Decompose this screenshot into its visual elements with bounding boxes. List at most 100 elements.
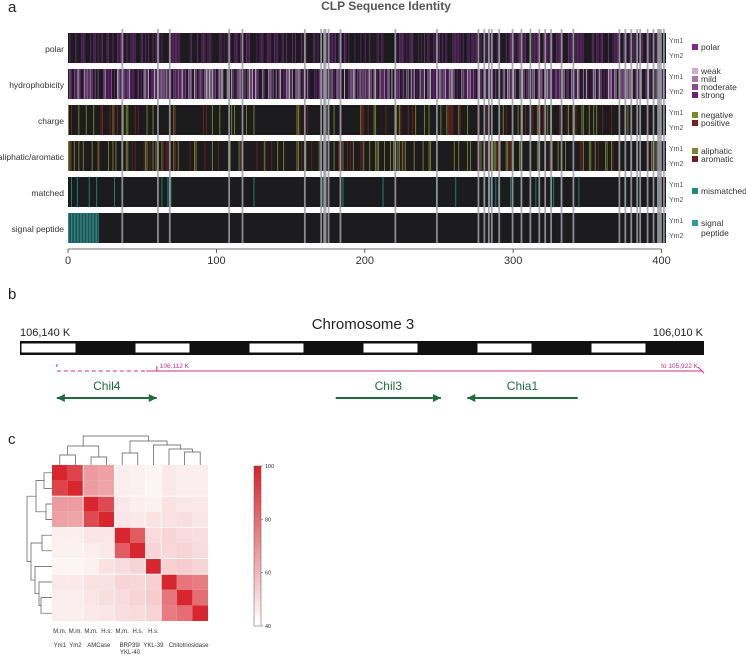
top-dendrogram-branch	[90, 456, 107, 465]
residue-mark	[344, 33, 345, 63]
chromosome-band	[363, 343, 418, 353]
legend-label-signal: peptide	[701, 228, 729, 238]
residue-mark	[473, 33, 474, 63]
residue-mark	[76, 213, 78, 243]
residue-mark	[300, 141, 302, 171]
heatmap-cell	[67, 511, 84, 528]
residue-mark	[97, 141, 99, 171]
residue-mark	[247, 69, 249, 99]
residue-mark	[398, 105, 400, 135]
heatmap-cell	[145, 527, 162, 543]
residue-mark	[189, 141, 191, 171]
residue-mark	[73, 213, 75, 243]
residue-mark	[548, 33, 550, 63]
residue-mark	[375, 69, 377, 99]
residue-mark	[219, 105, 221, 135]
legend-swatch-aromatic	[692, 156, 698, 162]
residue-mark	[85, 105, 87, 135]
left-dendrogram-branch	[26, 495, 36, 562]
gap-column	[538, 29, 541, 243]
residue-mark	[306, 105, 308, 135]
residue-mark	[430, 69, 431, 99]
residue-mark	[578, 69, 580, 99]
legend-label-aromatic: aromatic	[701, 154, 734, 164]
heatmap-cell	[130, 589, 146, 606]
residue-mark	[465, 69, 467, 99]
residue-mark	[486, 105, 488, 135]
residue-mark	[191, 69, 193, 99]
residue-mark	[105, 69, 106, 99]
residue-mark	[609, 69, 611, 99]
residue-mark	[364, 33, 366, 63]
residue-mark	[539, 105, 541, 135]
x-tick-label: 100	[207, 255, 225, 267]
x-tick-label: 0	[65, 255, 71, 267]
residue-mark	[593, 33, 595, 63]
residue-mark	[203, 105, 204, 135]
heatmap-cell	[145, 511, 162, 528]
residue-mark	[90, 33, 92, 63]
residue-mark	[97, 69, 99, 99]
residue-mark	[397, 141, 399, 171]
residue-mark	[75, 213, 77, 243]
gap-column	[241, 29, 244, 243]
sublabel-ym2: Ym2	[669, 197, 684, 204]
residue-mark	[137, 105, 139, 135]
residue-mark	[661, 69, 663, 99]
scale-step	[254, 622, 261, 627]
residue-mark	[122, 33, 124, 63]
residue-mark	[655, 69, 657, 99]
residue-mark	[81, 213, 83, 243]
residue-mark	[338, 141, 339, 171]
residue-mark	[348, 69, 350, 99]
group-label: Chitotriosidase	[169, 643, 209, 649]
residue-mark	[143, 69, 145, 99]
residue-mark	[579, 141, 581, 171]
residue-mark	[631, 69, 633, 99]
gene-arrowhead-right	[148, 394, 157, 402]
legend-swatch-negative	[692, 112, 698, 118]
heatmap-cell	[83, 511, 99, 528]
column-label: H.s.	[148, 629, 159, 635]
residue-mark	[254, 69, 256, 99]
gap-column	[544, 29, 547, 243]
residue-mark	[93, 105, 95, 135]
residue-mark	[167, 177, 169, 207]
residue-mark	[84, 69, 86, 99]
residue-mark	[142, 33, 144, 63]
legend-swatch-positive	[692, 120, 698, 126]
residue-mark	[311, 141, 313, 171]
scale-tick-label: 40	[265, 624, 271, 630]
residue-mark	[158, 33, 160, 63]
residue-mark	[318, 69, 320, 99]
gap-column	[657, 29, 659, 243]
residue-mark	[382, 177, 384, 207]
residue-mark	[553, 177, 555, 207]
residue-mark	[127, 69, 129, 99]
residue-mark	[112, 33, 114, 63]
residue-mark	[201, 33, 203, 63]
residue-mark	[496, 141, 498, 171]
residue-mark	[526, 69, 528, 99]
residue-mark	[474, 69, 476, 99]
residue-mark	[256, 69, 258, 99]
residue-mark	[523, 69, 525, 99]
chromosome-band	[21, 343, 76, 353]
legend-swatch-weak	[692, 68, 698, 74]
residue-mark	[627, 69, 629, 99]
residue-mark	[244, 69, 246, 99]
residue-mark	[162, 69, 164, 99]
residue-mark	[539, 69, 541, 99]
residue-mark	[496, 33, 498, 63]
scale-step	[254, 486, 261, 491]
residue-mark	[81, 33, 83, 63]
residue-mark	[606, 141, 608, 171]
scale-step	[254, 590, 261, 595]
scale-step	[254, 602, 261, 607]
residue-mark	[373, 105, 375, 135]
residue-mark	[459, 105, 461, 135]
residue-mark	[391, 69, 393, 99]
gap-column	[339, 29, 342, 243]
heatmap-cell	[145, 574, 162, 590]
residue-mark	[562, 33, 564, 63]
